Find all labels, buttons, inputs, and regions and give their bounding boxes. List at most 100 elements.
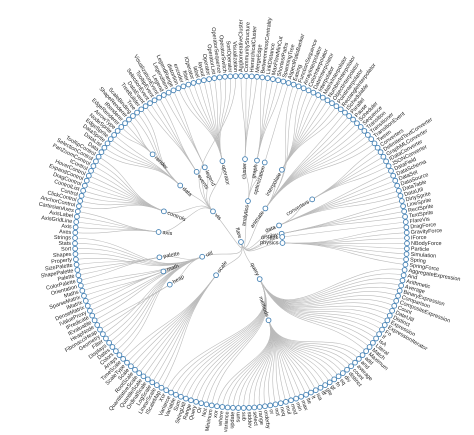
leaf-label: TextSprite	[409, 210, 434, 220]
leaf-label: Not	[201, 407, 209, 417]
node	[245, 198, 251, 204]
node	[178, 393, 184, 400]
node	[188, 397, 194, 404]
branch-label: palette	[163, 251, 180, 260]
node	[193, 398, 199, 405]
link	[134, 274, 217, 370]
node	[377, 149, 384, 156]
link	[76, 216, 159, 233]
node	[72, 235, 78, 241]
node	[85, 172, 92, 179]
node	[219, 404, 226, 410]
leaf-label: Count	[397, 305, 413, 316]
node	[72, 245, 78, 252]
node	[277, 400, 284, 407]
node	[201, 164, 208, 171]
node	[198, 400, 205, 407]
node	[384, 317, 391, 324]
node	[79, 287, 86, 294]
node	[230, 404, 236, 411]
node	[81, 292, 87, 299]
leaf-label: max	[299, 400, 308, 412]
link	[259, 278, 380, 335]
node	[399, 277, 406, 284]
node	[270, 76, 276, 82]
link	[265, 123, 358, 209]
leaf-label: HierarchicalCluster	[249, 26, 258, 73]
leaf-label: AxisGridLine	[41, 215, 73, 225]
link	[247, 162, 266, 202]
node	[390, 172, 397, 179]
leaf-label: Query	[189, 405, 199, 421]
node	[359, 352, 366, 358]
node	[339, 370, 346, 376]
node	[222, 73, 228, 80]
node	[259, 74, 266, 81]
node	[261, 159, 268, 166]
link	[282, 242, 407, 255]
leaf-label: fn	[334, 381, 342, 388]
leaf-label: RectSprite	[408, 203, 434, 214]
node	[163, 387, 170, 394]
node	[254, 73, 260, 80]
node	[397, 192, 404, 199]
node	[380, 153, 387, 160]
link	[312, 151, 381, 200]
node	[227, 73, 234, 80]
node	[103, 335, 109, 342]
node	[293, 395, 299, 402]
leaf-label: Control	[60, 187, 79, 198]
node	[147, 100, 153, 106]
node	[333, 103, 340, 109]
link	[158, 97, 197, 173]
link	[198, 76, 236, 212]
leaf-label: stddev	[246, 412, 253, 429]
node	[326, 379, 333, 386]
branch-label: vis	[213, 213, 222, 222]
node	[173, 391, 179, 398]
node	[76, 203, 82, 210]
node	[309, 196, 316, 203]
leaf-label: Sum	[173, 399, 183, 412]
node	[77, 198, 83, 204]
link	[281, 105, 337, 170]
node	[77, 282, 84, 289]
node	[97, 326, 103, 333]
node	[354, 120, 360, 127]
node	[394, 182, 400, 189]
node	[113, 348, 119, 354]
leaf-label: update	[229, 412, 236, 429]
leaf-label: Operator	[201, 53, 211, 76]
link	[212, 211, 243, 249]
node	[211, 75, 218, 81]
node	[166, 281, 173, 288]
node	[130, 113, 136, 119]
branch-label: animate	[249, 210, 265, 229]
branch-label: analytics	[241, 204, 251, 226]
leaf-label: lt	[310, 395, 317, 400]
node	[242, 156, 248, 162]
link	[259, 273, 404, 301]
node	[371, 140, 378, 147]
node	[177, 182, 184, 189]
link	[244, 76, 258, 160]
leaf-label: Particle	[411, 246, 430, 253]
link	[282, 242, 406, 265]
leaf-label: sum	[236, 412, 242, 423]
link	[259, 278, 377, 339]
node	[240, 405, 247, 411]
node	[388, 167, 394, 174]
node	[285, 80, 292, 86]
link	[268, 320, 335, 380]
node	[403, 256, 409, 263]
link	[268, 320, 352, 367]
node	[93, 158, 99, 165]
branch-label: display	[260, 232, 278, 241]
leaf-label: SizePalette	[45, 263, 73, 273]
link	[145, 105, 197, 173]
node	[398, 282, 405, 289]
node	[290, 81, 297, 88]
node	[195, 78, 202, 85]
link	[268, 320, 360, 360]
